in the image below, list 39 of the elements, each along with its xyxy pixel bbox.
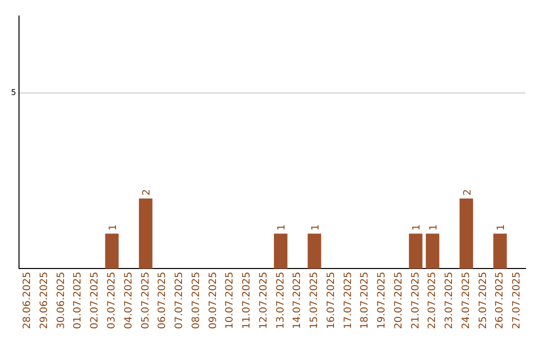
x-tick-label: 27.07.2025 — [512, 272, 523, 330]
data-label: 2 — [462, 189, 474, 196]
x-tick-label: 29.06.2025 — [39, 272, 50, 330]
x-tick-label: 11.07.2025 — [242, 272, 253, 330]
x-tick-label: 30.06.2025 — [56, 272, 67, 330]
x-tick-label: 20.07.2025 — [393, 272, 404, 330]
x-tick-label: 13.07.2025 — [275, 272, 286, 330]
x-tick-label: 02.07.2025 — [90, 272, 101, 330]
x-tick-label: 01.07.2025 — [72, 272, 84, 330]
data-label: 2 — [142, 189, 153, 196]
data-label: 1 — [496, 224, 508, 231]
data-label: 1 — [276, 224, 288, 231]
x-tick-label: 17.07.2025 — [342, 272, 354, 330]
x-tick-label: 05.07.2025 — [140, 272, 152, 330]
x-tick-label: 09.07.2025 — [208, 272, 219, 330]
x-tick-label: 25.07.2025 — [478, 272, 489, 330]
x-tick-label: 08.07.2025 — [190, 272, 202, 330]
x-tick-label: 21.07.2025 — [410, 272, 422, 330]
x-tick-label: 10.07.2025 — [224, 272, 236, 330]
x-tick-label: 16.07.2025 — [326, 272, 337, 330]
x-tick-label: 23.07.2025 — [444, 272, 456, 330]
x-tick-label: 06.07.2025 — [157, 272, 168, 330]
x-tick-label: 22.07.2025 — [427, 272, 438, 330]
x-tick-label: 24.07.2025 — [460, 272, 472, 330]
x-tick-label: 18.07.2025 — [360, 272, 371, 330]
x-tick-label: 15.07.2025 — [309, 272, 320, 330]
x-tick-label: 19.07.2025 — [376, 272, 388, 330]
x-tick-label: 26.07.2025 — [494, 272, 506, 330]
data-label: 1 — [412, 224, 423, 231]
data-label: 1 — [428, 224, 440, 231]
x-tick-label: 12.07.2025 — [258, 272, 270, 330]
data-label: 1 — [108, 224, 119, 231]
y-tick-label: 5 — [10, 88, 16, 98]
x-tick-label: 04.07.2025 — [123, 272, 134, 330]
x-tick-label: 14.07.2025 — [292, 272, 304, 330]
x-tick-label: 28.06.2025 — [22, 272, 34, 330]
x-tick-label: 07.07.2025 — [174, 272, 186, 330]
data-label: 1 — [310, 224, 322, 231]
x-tick-label: 03.07.2025 — [106, 272, 118, 330]
